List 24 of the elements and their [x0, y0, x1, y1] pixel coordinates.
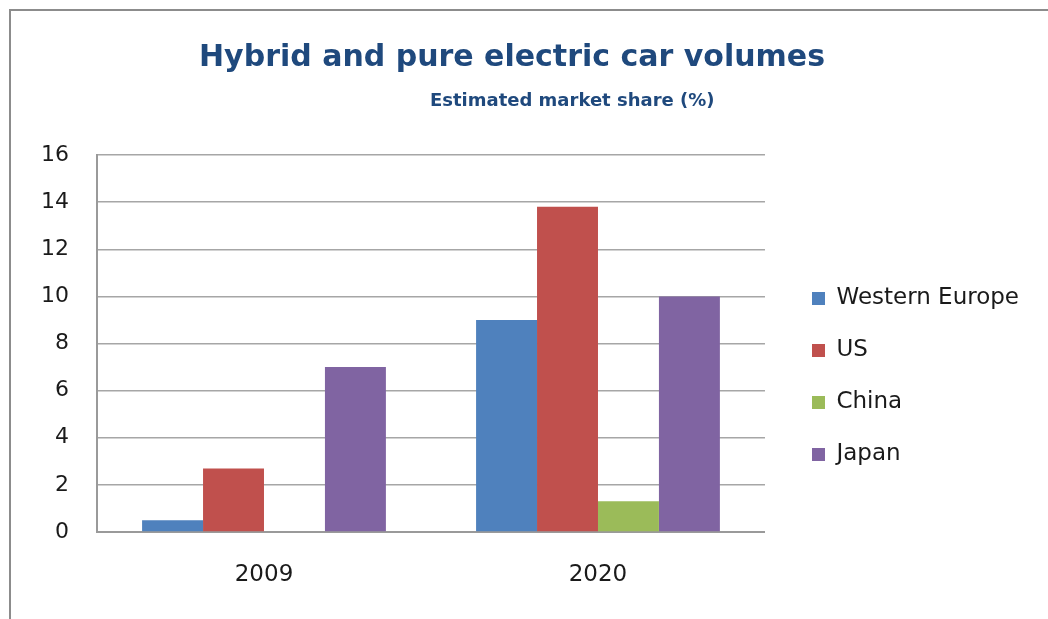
chart-title: Hybrid and pure electric car volumes [198, 37, 826, 73]
bar [597, 501, 659, 532]
bar [324, 367, 386, 532]
bar [203, 468, 264, 532]
y-tick-label: 16 [40, 140, 69, 166]
legend-label: US [836, 335, 868, 362]
legend-label: Western Europe [836, 283, 1020, 310]
y-tick-label: 8 [54, 329, 69, 355]
bar [476, 319, 538, 532]
x-tick-label: 2020 [568, 560, 628, 587]
legend-label: Japan [834, 439, 901, 466]
bar [658, 296, 720, 532]
chart-subtitle: Estimated market share (%) [429, 88, 715, 110]
y-tick-label: 2 [54, 470, 69, 496]
bar [142, 520, 204, 532]
y-tick-label: 12 [40, 234, 69, 260]
y-tick-label: 6 [54, 376, 69, 402]
y-tick-label: 14 [40, 187, 69, 213]
bar [537, 206, 598, 532]
y-tick-label: 0 [54, 517, 69, 543]
y-tick-label: 10 [40, 282, 69, 308]
y-tick-label: 4 [54, 423, 69, 449]
legend-label: China [836, 387, 903, 414]
x-tick-label: 2009 [234, 560, 294, 587]
